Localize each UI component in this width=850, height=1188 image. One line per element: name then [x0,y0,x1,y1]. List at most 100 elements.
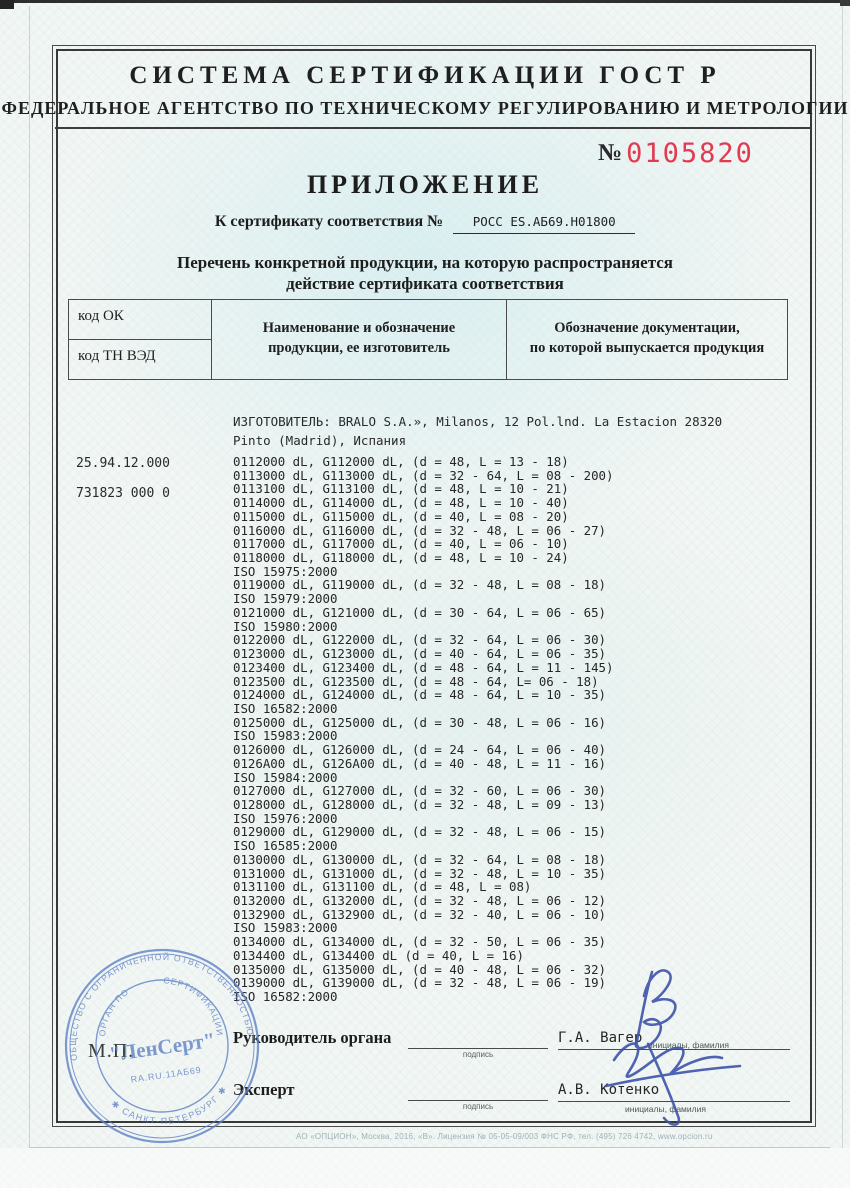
expert-signature-caption: подпись [462,1102,494,1111]
product-line: 0135000 dL, G135000 dL, (d = 40 - 48, L … [233,961,606,977]
product-col-line1: Наименование и обозначение [262,320,456,336]
product-line: 0117000 dL, G117000 dL, (d = 40, L = 06 … [233,536,569,552]
expert-signature-icon [612,1042,724,1078]
product-line: 0113100 dL, G113100 dL, (d = 48, L = 10 … [233,481,569,497]
product-line: 0116000 dL, G116000 dL, (d = 32 - 48, L … [233,522,606,538]
manufacturer-line-1: ИЗГОТОВИТЕЛЬ: BRALO S.A.», Milanos, 12 P… [233,414,723,429]
docs-col-line2: по которой выпускается продукция [529,340,765,356]
product-line: 0115000 dL, G115000 dL, (d = 40, L = 08 … [233,508,569,524]
blank-number: 0105820 [626,138,754,169]
head-signature-icon [634,969,677,1050]
product-line: 0118000 dL, G118000 dL, (d = 48, L = 10 … [233,550,569,566]
scan-corner-mark [0,0,14,9]
certificate-frame [52,45,816,1127]
product-line: 0129000 dL, G129000 dL, (d = 32 - 48, L … [233,824,606,840]
paper-edge [29,6,30,1148]
product-line: 0113000 dL, G113000 dL, (d = 32 - 64, L … [233,467,614,483]
heading-line-1: Перечень конкретной продукции, на котору… [176,253,674,272]
product-line: ISO 15984:2000 [233,769,338,785]
scan-top-edge [0,0,850,3]
product-line: ISO 15979:2000 [233,591,338,607]
code-tnved-header: код ТН ВЭД [78,348,156,364]
product-line: 0131000 dL, G131000 dL, (d = 32 - 48, L … [233,865,606,881]
head-name-caption: инициалы, фамилия [648,1040,729,1050]
heading-line-2: действие сертификата соответствия [286,274,564,293]
head-signature-caption: подпись [462,1050,494,1059]
expert-signature-line [408,1078,548,1101]
expert-signature-icon [646,1042,681,1126]
product-line: 0119000 dL, G119000 dL, (d = 32 - 48, L … [233,577,606,593]
stamp-org-name: "ЛенСерт" [108,1028,217,1067]
mp-mark: М.П. [88,1040,135,1062]
code-ok-value: 25.94.12.000 [76,456,170,471]
code-ok-header: код ОК [78,308,124,324]
paper-edge [30,1147,830,1148]
print-house-info: АО «ОПЦИОН», Москва, 2016, «В». Лицензия… [296,1132,713,1141]
expert-signature-icon [604,1064,742,1088]
agency-title: ФЕДЕРАЛЬНОЕ АГЕНТСТВО ПО ТЕХНИЧЕСКОМУ РЕ… [1,98,849,118]
product-line: 0121000 dL, G121000 dL, (d = 30 - 64, L … [233,604,606,620]
manufacturer-block: ИЗГОТОВИТЕЛЬ: BRALO S.A.», Milanos, 12 P… [233,412,722,450]
paper-margin [0,1148,850,1188]
product-line: ISO 15983:2000 [233,920,338,936]
product-line: ISO 15975:2000 [233,563,338,579]
product-list-heading: Перечень конкретной продукции, на котору… [0,252,850,294]
product-line: 0126A00 dL, G126A00 dL, (d = 40 - 48, L … [233,755,606,771]
docs-col-line1: Обозначение документации, [554,320,740,336]
scan-corner-mark [840,0,850,6]
cert-reference-line: К сертификату соответствия № РОСС ES.АБ69… [0,213,850,234]
numero-sign: № [598,140,623,166]
stamp-reg-number: RA.RU.11АБ69 [130,1065,202,1085]
table-divider [506,300,507,379]
product-col-line2: продукции, ее изготовитель [268,340,450,356]
product-line: 0124000 dL, G124000 dL, (d = 48 - 64, L … [233,687,606,703]
product-line: ISO 16582:2000 [233,700,338,716]
product-line: 0114000 dL, G114000 dL, (d = 48, L = 10 … [233,495,569,511]
product-line: ISO 16582:2000 [233,989,338,1005]
system-title: СИСТЕМА СЕРТИФИКАЦИИ ГОСТ Р [129,62,721,89]
table-divider [211,300,212,379]
paper-edge [842,6,843,1148]
head-signature-line [408,1026,548,1049]
product-line: 0139000 dL, G139000 dL, (d = 32 - 48, L … [233,975,606,991]
product-line: 0134000 dL, G134000 dL, (d = 32 - 50, L … [233,934,606,950]
product-line: 0126000 dL, G126000 dL, (d = 24 - 64, L … [233,742,606,758]
product-line: 0123000 dL, G123000 dL, (d = 40 - 64, L … [233,646,606,662]
handwritten-signatures [604,969,742,1126]
docs-column-header: Обозначение документации, по которой вып… [507,318,787,358]
appendix-title: ПРИЛОЖЕНИЕ [306,170,544,199]
certification-stamp-icon: ОБЩЕСТВО С ОГРАНИЧЕННОЙ ОТВЕТСТВЕННОСТЬЮ… [62,946,260,1144]
product-column-header: Наименование и обозначение продукции, ее… [212,318,506,358]
spec-table: код ОК код ТН ВЭД Наименование и обознач… [68,299,788,380]
product-line: 0134400 dL, G134400 dL (d = 40, L = 16) [233,947,524,963]
cert-ref-label: К сертификату соответствия № [214,213,444,230]
certificate-frame-inner [56,49,812,1123]
product-line: ISO 15983:2000 [233,728,338,744]
product-line: 0123400 dL, G123400 dL, (d = 48 - 64, L … [233,659,614,675]
head-of-body-label: Руководитель органа [233,1028,392,1047]
product-line: ISO 16585:2000 [233,838,338,854]
product-line: 0132900 dL, G132900 dL, (d = 32 - 40, L … [233,906,606,922]
product-line: ISO 15976:2000 [233,810,338,826]
product-line: 0123500 dL, G123500 dL, (d = 48 - 64, L=… [233,673,599,689]
header-divider [55,127,811,129]
product-line: 0112000 dL, G112000 dL, (d = 48, L = 13 … [233,454,569,469]
product-line: 0125000 dL, G125000 dL, (d = 30 - 48, L … [233,714,606,730]
head-signature-icon [634,970,654,1048]
code-tnved-value: 731823 000 0 [76,486,170,501]
product-line: ISO 15980:2000 [233,618,338,634]
expert-name: А.В. Котенко [558,1082,790,1102]
cert-ref-number: РОСС ES.АБ69.Н01800 [453,214,636,234]
product-list: 0112000 dL, G112000 dL, (d = 48, L = 13 … [233,455,613,1004]
product-line: 0130000 dL, G130000 dL, (d = 32 - 64, L … [233,851,606,867]
product-line: 0131100 dL, G131100 dL, (d = 48, L = 08) [233,879,532,895]
expert-name-caption: инициалы, фамилия [625,1104,706,1114]
product-line: 0128000 dL, G128000 dL, (d = 32 - 48, L … [233,796,606,812]
product-line: 0127000 dL, G127000 dL, (d = 32 - 60, L … [233,783,606,799]
blank-number-group: № 0105820 [598,138,754,169]
product-line: 0122000 dL, G122000 dL, (d = 32 - 64, L … [233,632,606,648]
table-divider [69,339,211,340]
manufacturer-line-2: Pinto (Madrid), Испания [233,433,407,448]
product-line: 0132000 dL, G132000 dL, (d = 32 - 48, L … [233,893,606,908]
